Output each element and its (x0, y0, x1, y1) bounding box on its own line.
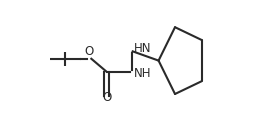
Text: NH: NH (134, 67, 151, 80)
Text: O: O (85, 45, 94, 58)
Text: O: O (102, 91, 111, 104)
Text: HN: HN (134, 42, 151, 55)
